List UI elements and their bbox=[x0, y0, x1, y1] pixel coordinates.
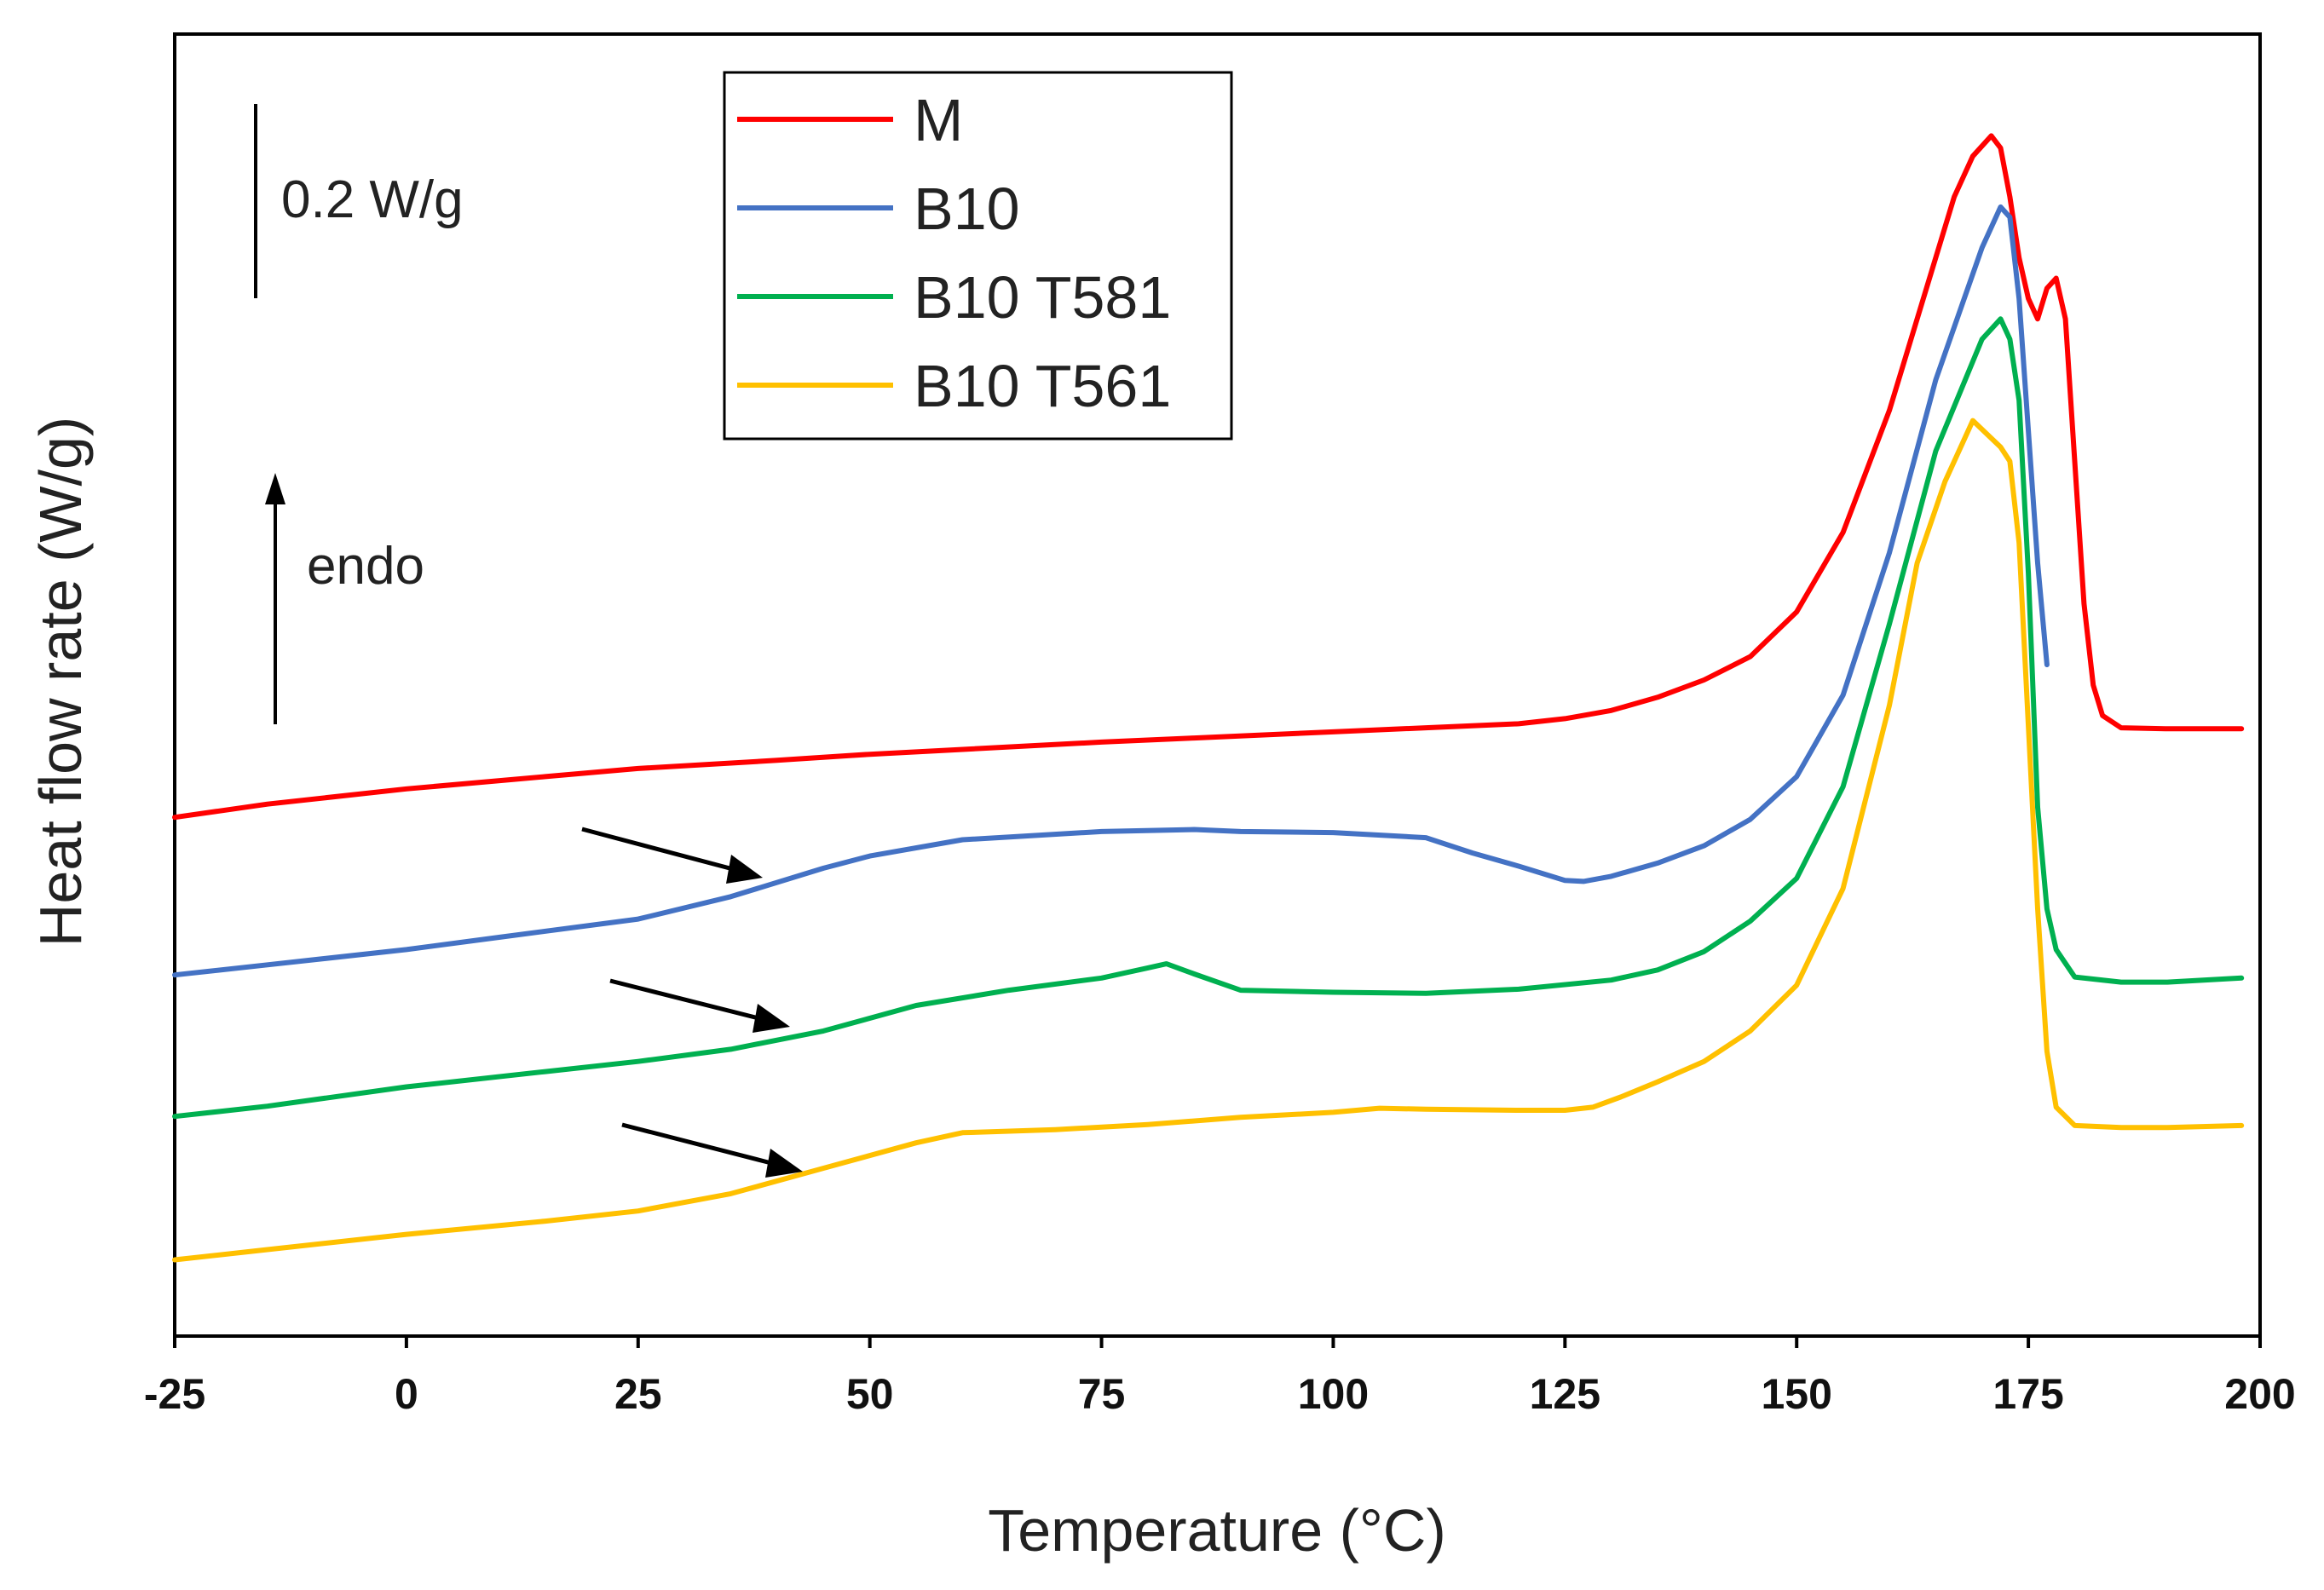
legend-label: B10 T581 bbox=[914, 264, 1171, 331]
x-tick-label: 50 bbox=[846, 1370, 894, 1418]
x-tick-label: 200 bbox=[2224, 1370, 2295, 1418]
x-tick-label: 25 bbox=[614, 1370, 662, 1418]
x-axis-title: Temperature (°C) bbox=[988, 1497, 1446, 1564]
plot-frame bbox=[173, 32, 2262, 1338]
endo-arrowhead-icon bbox=[265, 473, 285, 504]
scale-bar-label: 0.2 W/g bbox=[281, 170, 464, 229]
legend-label: B10 T561 bbox=[914, 353, 1171, 419]
legend-label: M bbox=[914, 87, 963, 153]
arrow-b10t561-head-icon bbox=[765, 1149, 803, 1178]
series-curves bbox=[172, 133, 2245, 1263]
legend: M B10 B10 T581 B10 T561 bbox=[723, 71, 1233, 441]
x-tick-label: 100 bbox=[1298, 1370, 1369, 1418]
series-line-m bbox=[172, 133, 2245, 821]
arrow-b10t561-line bbox=[621, 1122, 772, 1166]
x-tick-label: 75 bbox=[1078, 1370, 1126, 1418]
endo-label: endo bbox=[307, 537, 424, 596]
series-line-b10 bbox=[172, 204, 2050, 978]
x-axis-ticks: -25 0 25 50 75 100 125 150 175 200 bbox=[144, 1336, 2296, 1418]
legend-label: B10 bbox=[914, 176, 1020, 242]
arrow-b10t581-head-icon bbox=[753, 1004, 790, 1033]
arrow-b10-line bbox=[581, 827, 734, 872]
x-tick-label: 125 bbox=[1530, 1370, 1600, 1418]
legend-box bbox=[723, 71, 1233, 441]
x-tick-label: 0 bbox=[395, 1370, 418, 1418]
arrow-b10t581-line bbox=[609, 978, 759, 1021]
arrow-b10-head-icon bbox=[726, 855, 763, 884]
x-tick-label: 175 bbox=[1992, 1370, 2063, 1418]
x-tick-label: -25 bbox=[144, 1370, 205, 1418]
y-axis-title: Heat flow rate (W/g) bbox=[27, 417, 94, 947]
series-line-b10-t581 bbox=[172, 316, 2245, 1120]
x-tick-label: 150 bbox=[1762, 1370, 1832, 1418]
series-line-b10-t561 bbox=[172, 418, 2245, 1263]
feature-arrows bbox=[581, 827, 803, 1178]
